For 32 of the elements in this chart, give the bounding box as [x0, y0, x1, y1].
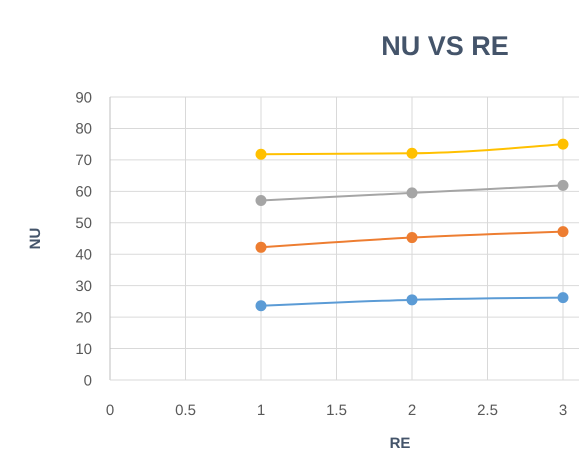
point — [406, 294, 418, 306]
point — [406, 232, 418, 244]
point — [558, 180, 568, 191]
point — [558, 292, 568, 304]
y-tick-label: 10 — [75, 340, 92, 358]
x-tick-label: 3 — [558, 402, 568, 419]
y-tick-label: 60 — [75, 184, 92, 201]
point — [558, 226, 568, 238]
y-tick-label: 0 — [84, 372, 92, 390]
x-tick-label: 1 — [256, 402, 266, 419]
y-tick-label: 70 — [75, 152, 92, 170]
point — [256, 242, 266, 253]
chart-title: NU VS RE — [381, 31, 509, 61]
y-tick-label: 80 — [75, 120, 92, 138]
x-tick-label: 1.5 — [326, 402, 347, 419]
point — [256, 194, 266, 206]
x-tick-label: 2 — [408, 402, 416, 419]
point — [256, 300, 266, 312]
y-tick-label: 50 — [75, 215, 92, 232]
x-tick-label: 0.5 — [175, 402, 196, 419]
y-tick-label: 20 — [75, 309, 92, 326]
point — [558, 138, 568, 150]
x-tick-label: 2.5 — [477, 402, 498, 419]
y-tick-label: 90 — [75, 89, 92, 106]
point — [406, 187, 418, 198]
y-tick-label: 30 — [75, 278, 92, 295]
point — [256, 148, 266, 160]
y-axis-title: NU — [27, 228, 44, 250]
x-tick-label: 0 — [106, 402, 114, 419]
x-axis-title: RE — [390, 435, 410, 452]
point — [406, 148, 418, 159]
y-tick-label: 40 — [75, 246, 92, 264]
